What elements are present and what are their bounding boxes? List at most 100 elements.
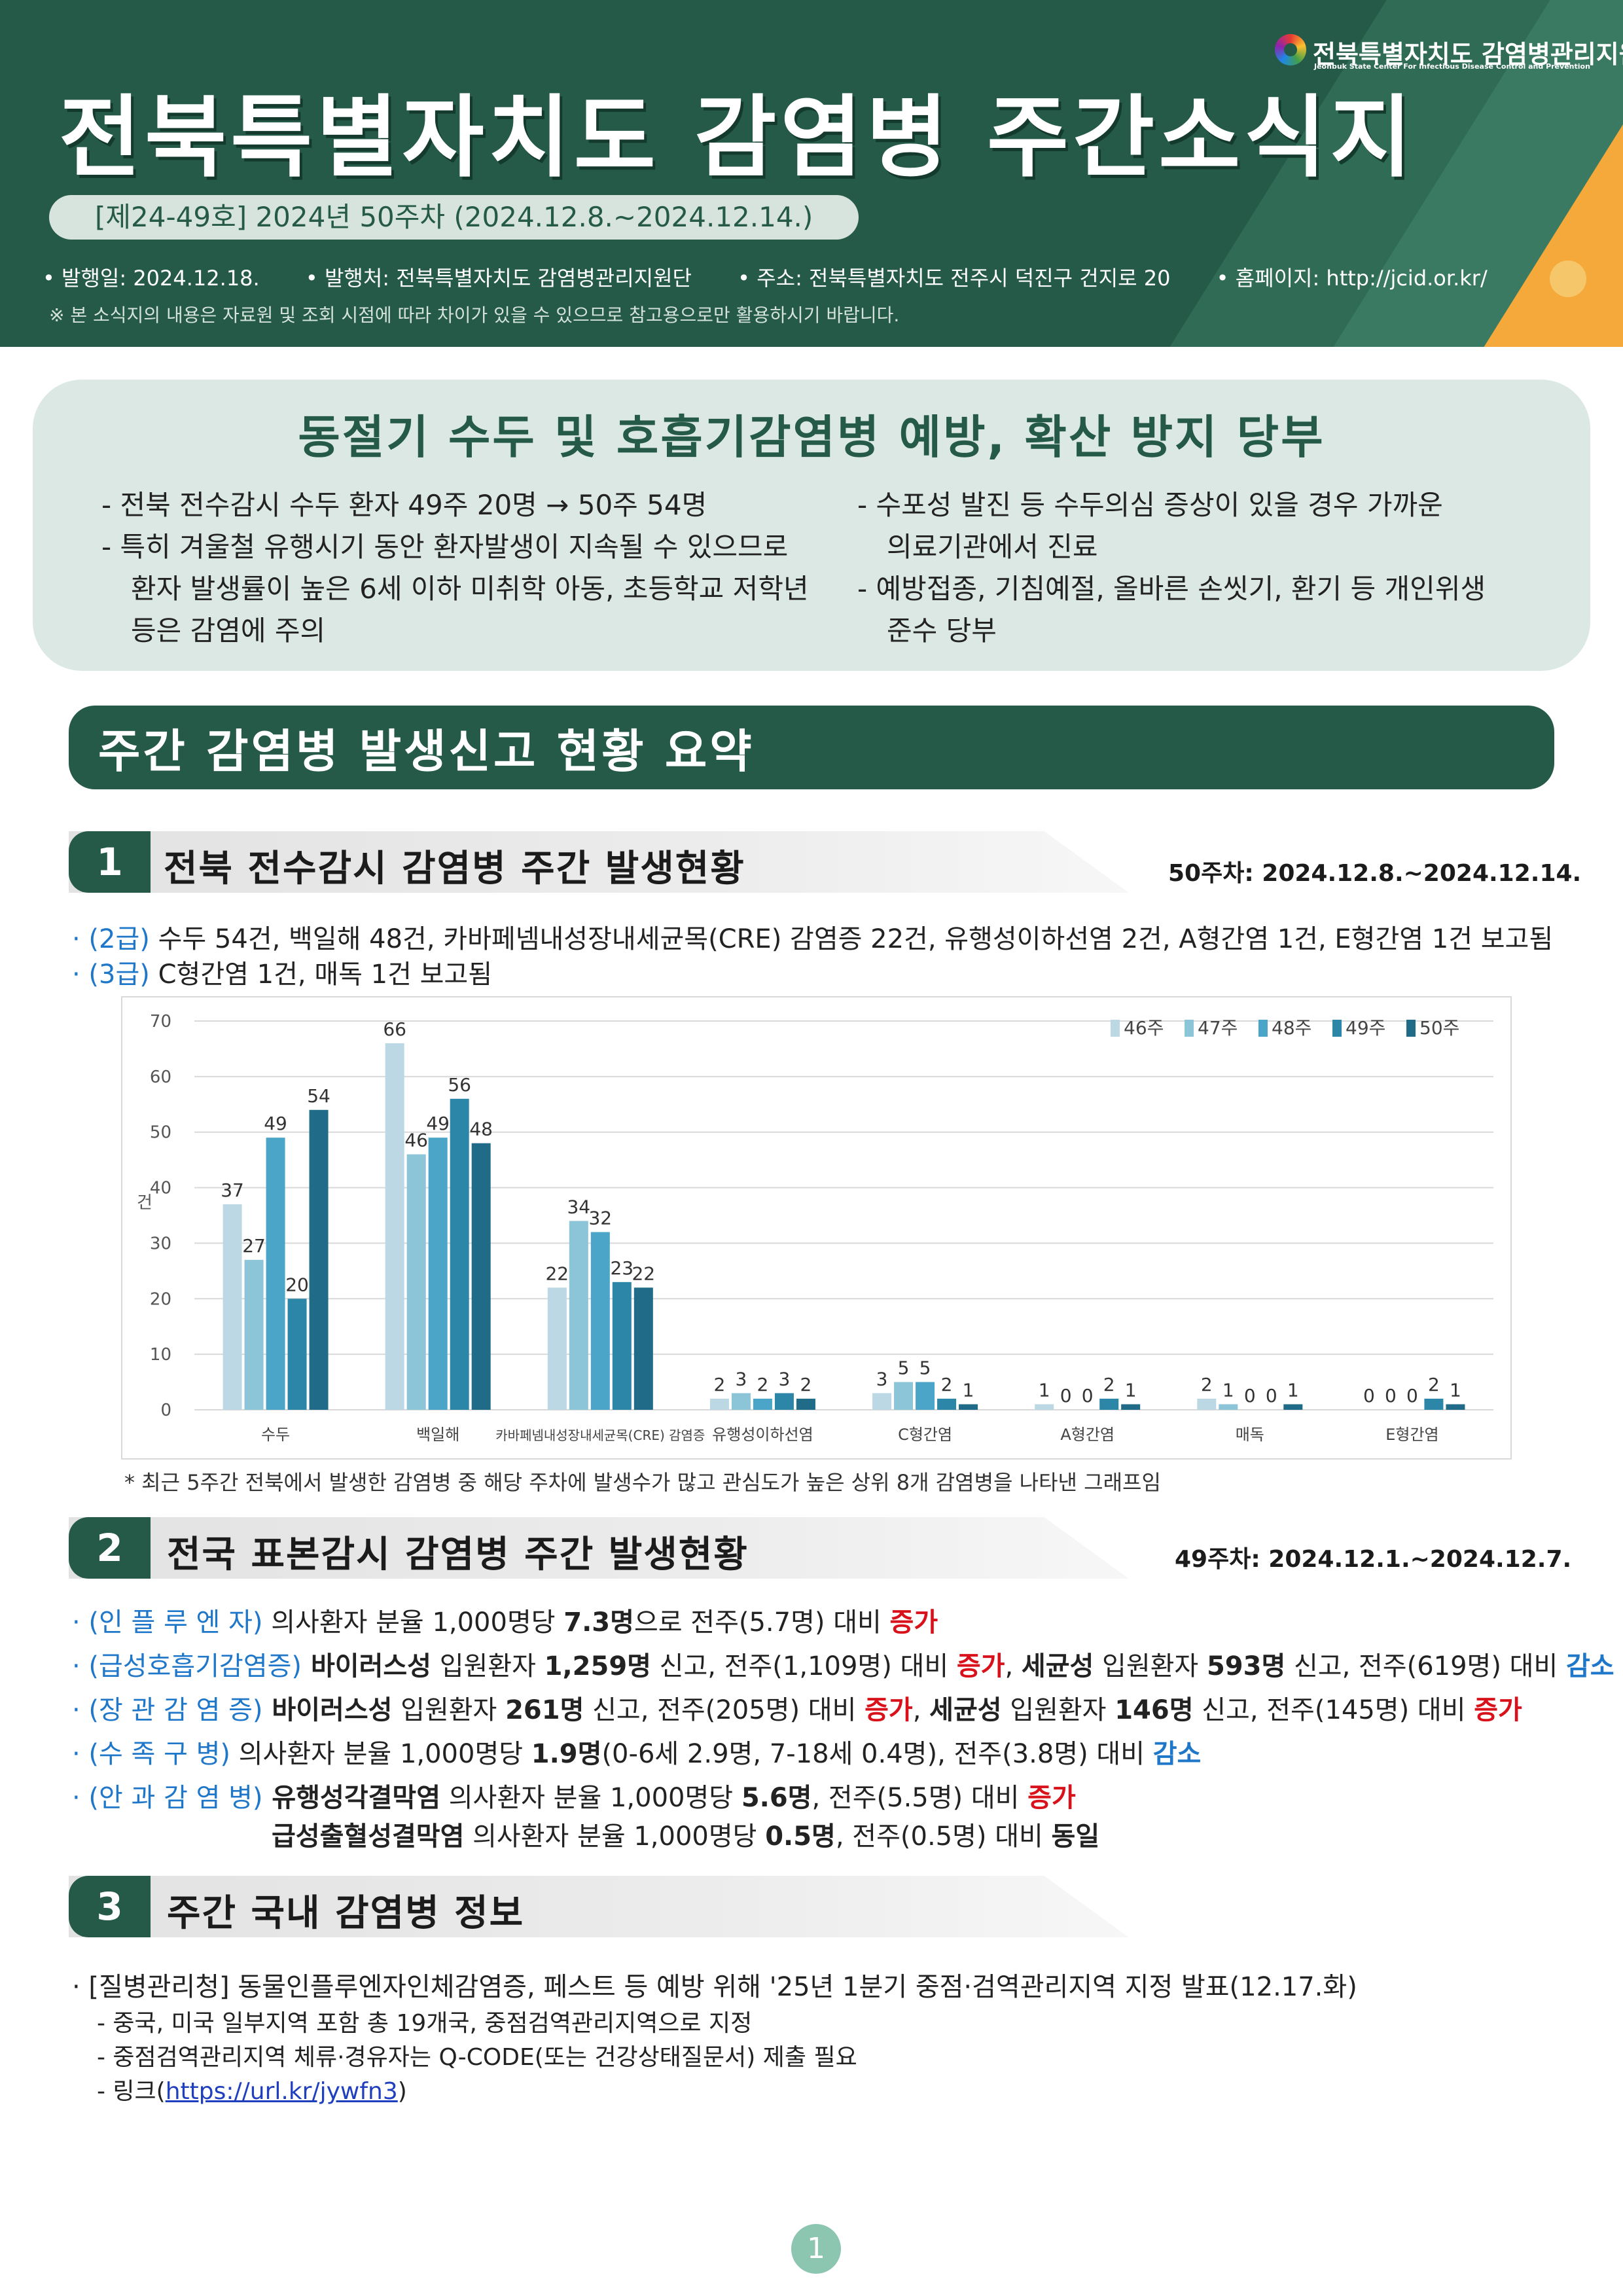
x-category-label: 수두 [261, 1426, 290, 1444]
bar-46주 [709, 1399, 729, 1410]
data-label: 0 [1244, 1385, 1256, 1407]
x-category-label: C형간염 [898, 1426, 952, 1444]
sentinel-text: , 전주(0.5명) 대비 [835, 1821, 1052, 1852]
grade-label: · (3급) [72, 960, 150, 990]
sentinel-text: 입원환자 [1001, 1695, 1115, 1725]
bar-46주 [385, 1043, 404, 1410]
y-tick-label: 0 [160, 1401, 171, 1420]
info-link[interactable]: https://url.kr/jywfn3 [165, 2078, 398, 2105]
highlight-right-line: - 예방접종, 기침예절, 올바른 손씻기, 환기 등 개인위생 [857, 573, 1486, 605]
data-label: 2 [1201, 1374, 1213, 1395]
sentinel-label: · (안 과 감 염 병) [72, 1783, 263, 1813]
sentinel-text: 신고, 전주(205명) 대비 [584, 1695, 865, 1725]
weekly-bar-chart: 0 10 20 30 40 50 60 70 건 37 27 49 20 54 수두 66 46 49 56 48 백일… [121, 996, 1512, 1460]
y-axis-label: 건 [137, 1193, 152, 1213]
highlight-left-line: 환자 발생률이 높은 6세 이하 미취학 아동, 초등학교 저학년 [131, 573, 809, 605]
sentinel-text: (0-6세 2.9명, 7-18세 0.4명), 전주(3.8명) 대비 [601, 1739, 1153, 1769]
section-header-bg [69, 1517, 1129, 1579]
section-date: 49주차: 2024.12.1.~2024.12.7. [1175, 1546, 1572, 1573]
sentinel-text: 의사환자 분율 1,000명당 [440, 1783, 741, 1813]
sentinel-text: 의사환자 분율 1,000명당 [464, 1821, 766, 1852]
legend-label: 50주 [1419, 1017, 1459, 1039]
data-label: 48 [469, 1119, 493, 1140]
highlight-right-line: 의료기관에서 진료 [887, 531, 1098, 563]
link-suffix: ) [397, 2078, 407, 2105]
data-label: 0 [1060, 1385, 1072, 1407]
sentinel-text: 입원환자 [431, 1651, 544, 1681]
sentinel-text: 동일 [1051, 1821, 1100, 1852]
x-category-label: 백일해 [416, 1426, 459, 1444]
sentinel-text: , [912, 1695, 930, 1725]
bar-50주 [1283, 1404, 1303, 1410]
data-label: 1 [1450, 1380, 1461, 1401]
publish-date: • 발행일: 2024.12.18. [43, 266, 260, 291]
info-sub: - 중점검역관리지역 체류·경유자는 Q-CODE(또는 건강상태질문서) 제출… [97, 2044, 857, 2071]
bar-49주 [287, 1299, 307, 1410]
sentinel-row: · (수 족 구 병) 의사환자 분율 1,000명당 1.9명(0-6세 2.… [72, 1732, 1201, 1770]
org-name-english: Jeonbuk State Center For Infectious Dise… [1314, 62, 1590, 71]
data-label: 49 [426, 1113, 450, 1134]
issue-badge: [제24-49호] 2024년 50주차 (2024.12.8.~2024.12… [49, 195, 859, 240]
decor-circle [1550, 260, 1586, 297]
data-label: 2 [800, 1374, 812, 1395]
y-tick-label: 50 [150, 1123, 171, 1143]
info-item: · [질병관리청] 동물인플루엔자인체감염증, 페스트 등 예방 위해 '25년… [72, 1972, 1357, 2002]
data-label: 66 [383, 1018, 406, 1040]
data-label: 3 [876, 1369, 888, 1390]
legend-swatch [1258, 1020, 1268, 1037]
data-label: 0 [1406, 1385, 1418, 1407]
sentinel-text: 의사환자 분율 1,000명당 [262, 1607, 564, 1638]
sentinel-row: · (안 과 감 염 병) 유행성각결막염 의사환자 분율 1,000명당 5.… [72, 1776, 1076, 1814]
bar-46주 [1197, 1399, 1217, 1410]
data-label: 5 [919, 1357, 931, 1379]
bar-50주 [959, 1404, 978, 1410]
bar-50주 [471, 1143, 491, 1410]
bar-48주 [590, 1232, 610, 1410]
data-label: 32 [588, 1207, 612, 1229]
bar-47주 [569, 1221, 588, 1410]
page-number: 1 [791, 2224, 841, 2274]
sentinel-label: · (장 관 감 염 증) [72, 1695, 263, 1725]
bar-49주 [450, 1098, 469, 1410]
bar-47주 [244, 1259, 264, 1410]
data-label: 54 [307, 1085, 330, 1107]
data-label: 56 [448, 1074, 471, 1096]
sentinel-text: 7.3명 [563, 1607, 634, 1638]
sentinel-text: , 전주(5.5명) 대비 [812, 1783, 1028, 1813]
org-logo-icon [1275, 34, 1306, 65]
legend-label: 47주 [1198, 1017, 1238, 1039]
data-label: 3 [779, 1369, 791, 1390]
data-label: 49 [264, 1113, 287, 1134]
data-label: 2 [714, 1374, 726, 1395]
highlight-title: 동절기 수두 및 호흡기감염병 예방, 확산 방지 당부 [298, 410, 1325, 464]
sentinel-text: 신고, 전주(145명) 대비 [1193, 1695, 1474, 1725]
y-tick-label: 10 [150, 1345, 171, 1365]
x-category-label: 매독 [1236, 1426, 1264, 1444]
chart-svg: 010203040506070건3727492054수두6646495648백일… [137, 1012, 1493, 1444]
sentinel-text: 증가 [865, 1695, 913, 1725]
highlight-left-line: 등은 감염에 주의 [131, 615, 326, 647]
highlight-box [33, 380, 1590, 671]
data-label: 2 [1428, 1374, 1440, 1395]
sentinel-row: · (인 플 루 엔 자) 의사환자 분율 1,000명당 7.3명으로 전주(… [72, 1601, 938, 1639]
data-label: 1 [1222, 1380, 1234, 1401]
sentinel-text: 입원환자 [1094, 1651, 1207, 1681]
legend-label: 48주 [1272, 1017, 1311, 1039]
bar-50주 [1121, 1404, 1141, 1410]
sentinel-text: 1,259명 [544, 1651, 651, 1681]
info-sub: - 중국, 미국 일부지역 포함 총 19개국, 중점검역관리지역으로 지정 [97, 2010, 753, 2037]
sentinel-text: 감소 [1565, 1651, 1614, 1681]
sentinel-text: , [1005, 1651, 1022, 1681]
sentinel-row: 급성출혈성결막염 의사환자 분율 1,000명당 0.5명, 전주(0.5명) … [272, 1815, 1099, 1853]
bar-50주 [309, 1109, 329, 1410]
homepage-link[interactable]: • 홈페이지: http://jcid.or.kr/ [1216, 266, 1488, 291]
data-label: 1 [963, 1380, 974, 1401]
data-label: 5 [898, 1357, 910, 1379]
address: • 주소: 전북특별자치도 전주시 덕진구 건지로 20 [738, 266, 1171, 291]
bar-47주 [894, 1382, 914, 1410]
legend-swatch [1332, 1020, 1342, 1037]
bar-49주 [1099, 1399, 1119, 1410]
data-label: 0 [1385, 1385, 1397, 1407]
data-label: 23 [610, 1257, 633, 1279]
data-label: 37 [221, 1179, 244, 1201]
